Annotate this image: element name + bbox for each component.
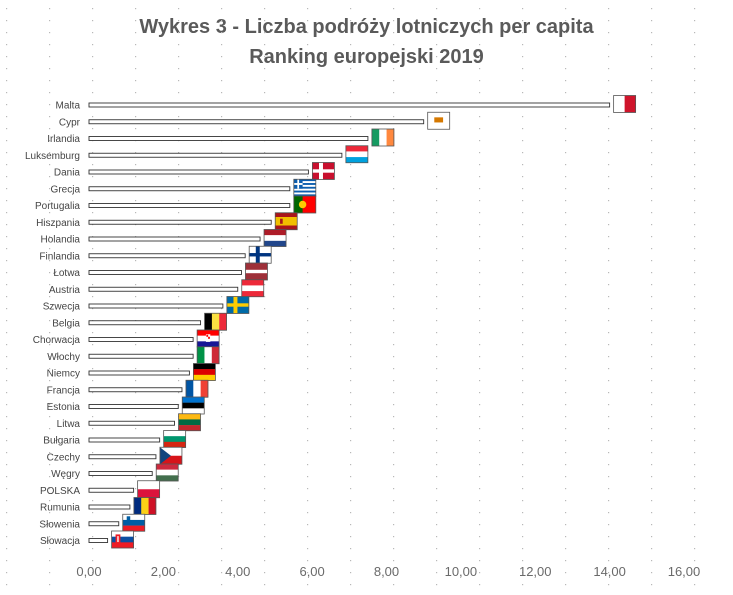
category-label: Bułgaria — [43, 436, 80, 447]
estonia-flag — [181, 396, 205, 415]
category-label: Rumunia — [40, 503, 80, 514]
bar — [88, 454, 157, 460]
hungary-flag — [155, 463, 179, 482]
category-label: Cypr — [59, 117, 81, 128]
ireland-flag — [371, 128, 395, 147]
latvia-flag — [245, 262, 268, 281]
bar — [88, 487, 135, 493]
malta-flag — [613, 95, 637, 113]
category-label: Malta — [56, 101, 81, 112]
czechia-flag — [159, 446, 183, 465]
category-label: Austria — [49, 285, 81, 296]
bar — [88, 370, 190, 376]
netherlands-flag — [263, 229, 287, 247]
category-label: Holandia — [41, 235, 81, 246]
finland-flag — [248, 245, 272, 264]
x-tick-label: 12,00 — [519, 564, 552, 579]
bar — [88, 152, 343, 158]
cyprus-flag — [427, 111, 451, 130]
category-label: Estonia — [47, 402, 81, 413]
bar — [88, 186, 291, 192]
slovakia-flag — [111, 530, 134, 549]
bar — [88, 119, 425, 125]
category-label: Litwa — [57, 419, 81, 430]
category-label: Szwecja — [43, 302, 81, 313]
category-label: Dania — [54, 168, 81, 179]
germany-flag — [193, 363, 216, 381]
luxembourg-flag — [345, 145, 369, 164]
category-label: Węgry — [51, 469, 80, 480]
category-label: Włochy — [47, 352, 80, 363]
lithuania-flag — [178, 413, 201, 432]
category-label: Niemcy — [47, 369, 80, 380]
bulgaria-flag — [163, 430, 187, 448]
bar — [88, 303, 224, 309]
bar — [88, 337, 194, 342]
chart-subtitle: Ranking europejski 2019 — [249, 46, 484, 68]
x-tick-label: 16,00 — [668, 564, 701, 579]
bar — [88, 471, 153, 476]
belgium-flag — [204, 312, 227, 331]
bar — [88, 219, 272, 225]
category-label: Słowenia — [39, 519, 80, 530]
bar — [88, 404, 179, 409]
x-tick-label: 2,00 — [151, 564, 176, 579]
category-label: Portugalia — [35, 201, 80, 212]
spain-flag — [274, 212, 298, 231]
denmark-flag — [312, 162, 335, 180]
category-label: Hiszpania — [36, 218, 80, 229]
bar — [88, 504, 131, 510]
bar — [88, 420, 175, 426]
category-label: Francja — [47, 385, 81, 396]
bar — [88, 286, 239, 292]
italy-flag — [196, 346, 220, 365]
category-label: Luksemburg — [25, 151, 80, 162]
bar — [88, 387, 183, 393]
bar — [88, 538, 109, 543]
bar — [88, 437, 161, 443]
category-label: Słowacja — [40, 536, 80, 547]
bar — [88, 102, 611, 108]
bar — [88, 253, 246, 259]
bar — [88, 136, 369, 141]
bar — [88, 169, 309, 175]
background-dots — [6, 8, 696, 586]
croatia-flag — [196, 329, 220, 348]
x-tick-label: 10,00 — [445, 564, 478, 579]
bar — [88, 270, 242, 275]
bar — [88, 236, 261, 242]
x-tick-label: 14,00 — [593, 564, 626, 579]
poland-flag — [137, 480, 161, 499]
category-label: POLSKA — [40, 486, 80, 497]
bar — [88, 320, 202, 326]
bar — [88, 521, 120, 527]
bar — [88, 203, 291, 208]
category-label: Irlandia — [47, 134, 80, 145]
x-tick-label: 6,00 — [299, 564, 324, 579]
sweden-flag — [226, 296, 250, 314]
category-label: Łotwa — [53, 268, 80, 279]
category-label: Belgia — [52, 318, 80, 329]
romania-flag — [133, 497, 157, 515]
category-label: Chorwacja — [33, 335, 81, 346]
slovenia-flag — [122, 513, 146, 532]
category-label: Czechy — [47, 452, 80, 463]
x-tick-label: 8,00 — [374, 564, 399, 579]
portugal-flag — [293, 195, 317, 214]
greece-flag — [293, 178, 317, 197]
x-tick-label: 4,00 — [225, 564, 250, 579]
x-tick-label: 0,00 — [76, 564, 101, 579]
category-label: Grecja — [51, 184, 81, 195]
austria-flag — [241, 279, 265, 298]
category-label: Finlandia — [39, 251, 80, 262]
bar — [88, 353, 194, 359]
france-flag — [185, 379, 209, 398]
